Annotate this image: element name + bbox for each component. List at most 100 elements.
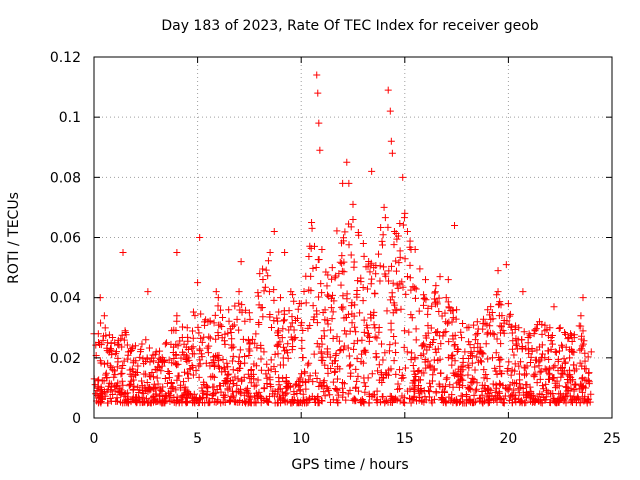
data-point	[270, 317, 278, 325]
data-point	[392, 230, 400, 238]
data-point	[345, 352, 353, 360]
data-point	[383, 370, 391, 378]
data-point	[444, 276, 452, 284]
data-point	[425, 387, 433, 395]
data-point	[190, 350, 198, 358]
data-point	[559, 369, 567, 377]
data-point	[445, 338, 453, 346]
data-point	[177, 396, 185, 404]
data-point	[129, 386, 137, 394]
data-point	[579, 327, 587, 335]
data-point	[335, 337, 343, 345]
data-point	[541, 327, 549, 335]
data-point	[105, 379, 113, 387]
data-point	[566, 354, 574, 362]
data-point	[576, 346, 584, 354]
data-point	[104, 359, 112, 367]
data-point	[487, 303, 495, 311]
data-point	[562, 383, 570, 391]
data-point	[370, 308, 378, 316]
data-point	[521, 364, 529, 372]
data-point	[483, 330, 491, 338]
data-point	[263, 360, 271, 368]
data-point	[372, 270, 380, 278]
data-point	[425, 343, 433, 351]
axis-ticks: 0 5 10 15 20 25 0 0.02 0.04 0.06 0.08 0.1 0.12	[50, 50, 621, 447]
data-point	[124, 399, 132, 407]
data-point	[555, 325, 563, 333]
data-point	[351, 323, 359, 331]
data-point	[200, 380, 208, 388]
data-point	[132, 357, 140, 365]
data-point	[222, 379, 230, 387]
data-point	[246, 347, 254, 355]
data-point	[422, 332, 430, 340]
data-point	[378, 340, 386, 348]
data-point	[394, 284, 402, 292]
data-point	[173, 393, 181, 401]
data-point	[386, 107, 394, 115]
data-point	[315, 293, 323, 301]
data-point	[218, 368, 226, 376]
data-point	[224, 371, 232, 379]
data-point	[465, 338, 473, 346]
data-point	[328, 264, 336, 272]
data-point	[106, 395, 114, 403]
data-point	[519, 385, 527, 393]
data-point	[236, 346, 244, 354]
data-point	[353, 377, 361, 385]
data-point	[345, 362, 353, 370]
data-point	[98, 377, 106, 385]
data-point	[102, 332, 110, 340]
data-point	[348, 319, 356, 327]
data-point	[530, 330, 538, 338]
data-point	[379, 356, 387, 364]
data-point	[379, 393, 387, 401]
data-point	[333, 227, 341, 235]
data-point	[552, 348, 560, 356]
data-point	[586, 398, 594, 406]
data-point	[225, 396, 233, 404]
data-point	[420, 294, 428, 302]
data-point	[164, 368, 172, 376]
data-point	[265, 288, 273, 296]
data-point	[120, 357, 128, 365]
data-point	[321, 361, 329, 369]
data-point	[531, 326, 539, 334]
data-point	[229, 366, 237, 374]
data-point	[295, 300, 303, 308]
data-point	[555, 347, 563, 355]
data-point	[320, 327, 328, 335]
data-point	[259, 313, 267, 321]
data-point	[274, 317, 282, 325]
data-point	[449, 314, 457, 322]
data-point	[416, 394, 424, 402]
data-point	[570, 361, 578, 369]
data-point	[308, 392, 316, 400]
data-point	[310, 313, 318, 321]
data-point	[565, 372, 573, 380]
data-point	[172, 326, 180, 334]
data-point	[391, 339, 399, 347]
data-point	[134, 362, 142, 370]
data-point	[380, 263, 388, 271]
data-point	[159, 383, 167, 391]
data-point	[217, 399, 225, 407]
data-point	[299, 354, 307, 362]
data-point	[587, 348, 595, 356]
data-point	[485, 396, 493, 404]
data-point	[271, 350, 279, 358]
data-point	[306, 321, 314, 329]
data-point	[443, 374, 451, 382]
data-point	[441, 382, 449, 390]
data-point	[138, 377, 146, 385]
data-point	[375, 250, 383, 258]
data-point	[337, 281, 345, 289]
data-point	[378, 237, 386, 245]
data-point	[183, 324, 191, 332]
data-point	[262, 266, 270, 274]
data-point	[323, 385, 331, 393]
data-point	[394, 380, 402, 388]
data-point	[496, 381, 504, 389]
data-point	[482, 371, 490, 379]
